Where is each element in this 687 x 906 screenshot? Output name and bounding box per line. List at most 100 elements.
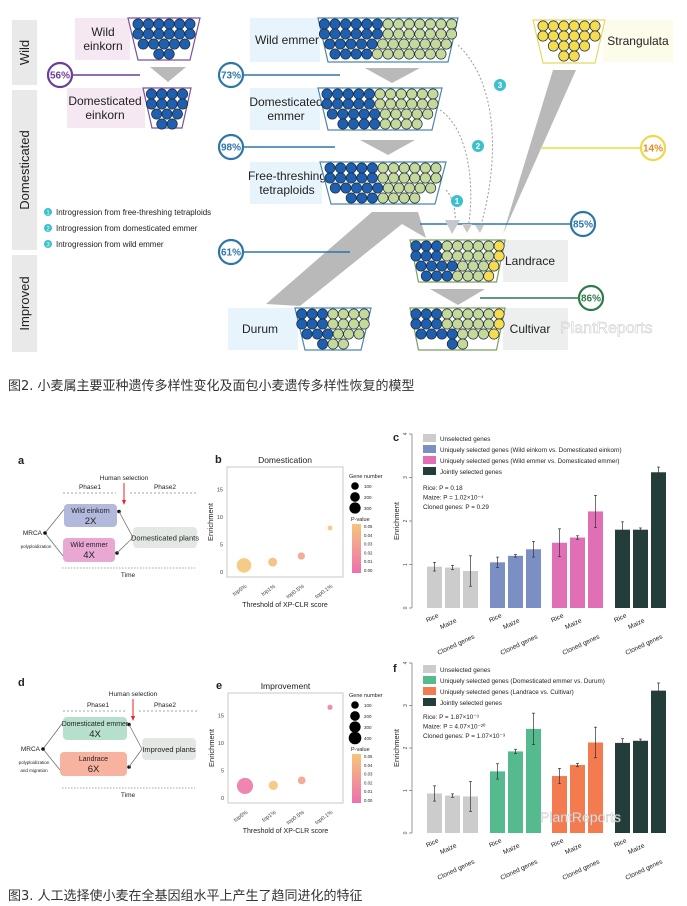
genome-circle xyxy=(431,240,443,252)
genome-circle xyxy=(403,28,415,40)
genome-circle xyxy=(410,308,422,320)
genome-circle xyxy=(361,182,373,194)
genome-circle xyxy=(415,260,427,272)
x-tick-label: Maize xyxy=(439,842,458,856)
size-legend-title: Gene number xyxy=(349,693,383,699)
genome-circle xyxy=(558,20,570,32)
x-tick-label: Rice xyxy=(550,837,565,849)
introgression-badge-1 xyxy=(451,195,463,207)
target-box xyxy=(133,527,197,548)
genome-circle xyxy=(353,98,365,110)
bar-3-rice xyxy=(615,529,630,608)
figure3-caption: 图3. 人工选择使小麦在全基因组水平上产生了趋同进化的特征 xyxy=(8,889,363,904)
legend-label: Unselected genes xyxy=(440,667,490,674)
figure2-caption: 图2. 小麦属主要亚种遗传多样性变化及面包小麦遗传多样性恢复的模型 xyxy=(8,379,415,394)
colorbar-tick: 0.01 xyxy=(364,789,373,794)
genome-circle xyxy=(410,240,422,252)
genome-circle xyxy=(427,88,439,100)
genome-circle xyxy=(166,98,178,110)
genome-circle xyxy=(568,50,580,62)
genome-circle xyxy=(374,88,386,100)
genome-circle xyxy=(337,318,349,330)
colorbar-tick: 0.01 xyxy=(364,559,373,564)
label-cultivar: Cultivar xyxy=(510,322,551,336)
genome-circle xyxy=(174,28,186,40)
genome-circle xyxy=(430,172,442,184)
x-tick-label: Rice xyxy=(613,612,628,624)
size-legend-dot xyxy=(349,502,361,514)
genome-circle xyxy=(558,30,570,42)
genome-circle xyxy=(358,118,370,130)
genome-circle xyxy=(161,108,173,120)
diversity-badge-einkorn xyxy=(46,61,74,89)
genome-circle xyxy=(340,182,352,194)
y-axis-label: Enrichment xyxy=(207,728,216,767)
genome-circle xyxy=(358,308,370,320)
bar-0-rice xyxy=(427,793,442,833)
size-legend-value: 400 xyxy=(364,736,372,741)
x-tick-label: top0.1% xyxy=(314,584,334,601)
label-free_threshing: tetraploids xyxy=(259,183,314,197)
process-label: and migration xyxy=(20,768,48,773)
genome-circle xyxy=(388,192,400,204)
y-tick-label: 1 xyxy=(403,563,409,566)
size-legend-dot xyxy=(348,731,362,745)
colorbar-tick: 0.05 xyxy=(364,524,373,529)
genome-circle xyxy=(558,50,570,62)
diversity-badge-cultivar xyxy=(577,284,605,312)
genome-circle xyxy=(420,308,432,320)
mrca-node xyxy=(43,531,47,535)
genome-circle xyxy=(488,260,500,272)
bar-0-maize xyxy=(445,567,460,608)
genome-circle xyxy=(462,308,474,320)
genome-circle xyxy=(177,88,189,100)
genome-circle xyxy=(425,182,437,194)
genome-circle xyxy=(374,98,386,110)
x-tick-label: top0.5% xyxy=(286,584,306,601)
genome-circle xyxy=(467,260,479,272)
mrca-node xyxy=(41,747,45,751)
p-value-colorbar xyxy=(352,754,361,803)
lineage-edge xyxy=(44,509,65,534)
legend-number: 1 xyxy=(46,211,50,217)
genome-circle xyxy=(472,250,484,262)
arrow-free-threshing-to-durum xyxy=(266,212,426,306)
genome-circle xyxy=(348,308,360,320)
bar-1-rice xyxy=(490,771,505,833)
lineage-ploidy: 6X xyxy=(88,764,100,775)
legend-badge-1 xyxy=(44,208,52,216)
genome-circle xyxy=(332,88,344,100)
genome-circle xyxy=(329,28,341,40)
genome-circle xyxy=(377,162,389,174)
y-tick-label: 2 xyxy=(403,746,409,749)
x-tick-label: Rice xyxy=(613,837,628,849)
genome-circle xyxy=(153,48,165,60)
genome-circle xyxy=(179,38,191,50)
size-legend-dot xyxy=(349,721,361,733)
genome-circle xyxy=(558,40,570,52)
genome-circle xyxy=(345,172,357,184)
genome-circle xyxy=(177,98,189,110)
panel-letter-b: b xyxy=(215,454,222,466)
genome-circle xyxy=(158,38,170,50)
genome-circle xyxy=(420,318,432,330)
x-tick-label: Cloned genes xyxy=(625,633,665,657)
mrca-label: MRCA xyxy=(23,530,43,537)
lineage-ploidy: 4X xyxy=(89,729,101,740)
genome-circle xyxy=(348,318,360,330)
genome-circle xyxy=(478,328,489,340)
introgression-path-2 xyxy=(439,109,472,229)
genome-circle xyxy=(184,18,196,30)
genome-circle xyxy=(414,48,426,60)
genome-circle xyxy=(324,38,336,50)
genome-funnel-free_threshing xyxy=(319,161,447,205)
genome-circle xyxy=(462,240,474,252)
data-point-top5% xyxy=(236,558,252,573)
genome-circle xyxy=(337,108,349,120)
genome-circle xyxy=(431,308,443,320)
genome-circle xyxy=(424,18,436,30)
genome-circle xyxy=(329,48,341,60)
genome-circle xyxy=(317,318,329,330)
diversity-badge-strangulata xyxy=(639,134,667,162)
